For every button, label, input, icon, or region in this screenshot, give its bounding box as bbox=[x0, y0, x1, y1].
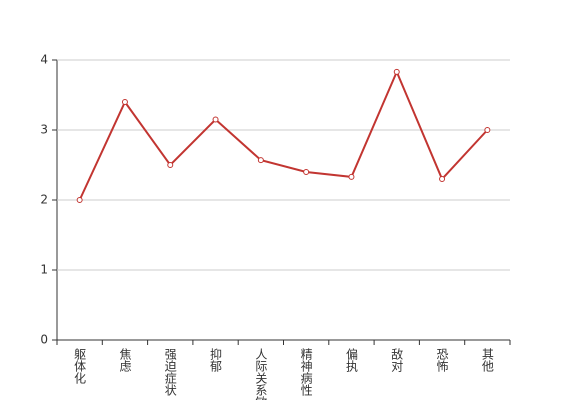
x-tick-label: 躯体化 bbox=[73, 347, 87, 385]
x-tick-label: 人际关系敏感 bbox=[254, 348, 268, 400]
point bbox=[257, 157, 264, 164]
point bbox=[484, 127, 491, 133]
y-tick-label: 3 bbox=[40, 123, 48, 137]
x-tick-label: 强迫症状 bbox=[163, 348, 177, 396]
x-tick-label: 敌对 bbox=[390, 347, 404, 372]
point bbox=[393, 68, 400, 75]
y-tick-label: 2 bbox=[40, 193, 48, 207]
y-tick-label: 4 bbox=[40, 53, 48, 67]
point bbox=[212, 116, 219, 123]
point bbox=[439, 176, 446, 182]
x-tick-label: 抑郁 bbox=[209, 347, 223, 373]
line bbox=[78, 69, 489, 201]
x-tick-label: 恐怖 bbox=[435, 348, 449, 372]
x-tick-label: 焦虑 bbox=[118, 348, 132, 372]
x-tick-label: 精神病性 bbox=[299, 348, 313, 397]
x-tick-label: 偏执 bbox=[344, 347, 358, 373]
point bbox=[348, 173, 355, 180]
point bbox=[121, 99, 128, 105]
point bbox=[303, 169, 310, 175]
point bbox=[76, 197, 83, 203]
point bbox=[167, 162, 174, 168]
x-tick-label: 其他 bbox=[480, 348, 494, 372]
y-tick-label: 0 bbox=[40, 333, 48, 347]
y-tick-label: 1 bbox=[40, 263, 48, 277]
